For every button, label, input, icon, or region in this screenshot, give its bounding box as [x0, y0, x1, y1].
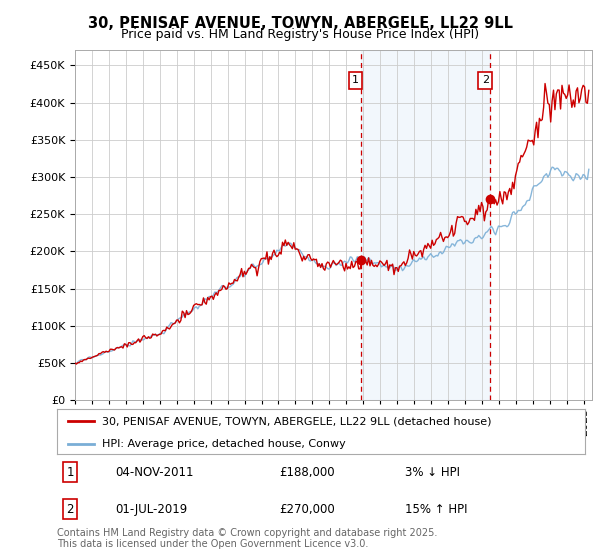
Text: 30, PENISAF AVENUE, TOWYN, ABERGELE, LL22 9LL: 30, PENISAF AVENUE, TOWYN, ABERGELE, LL2…	[88, 16, 512, 31]
Text: Contains HM Land Registry data © Crown copyright and database right 2025.
This d: Contains HM Land Registry data © Crown c…	[57, 528, 437, 549]
Text: HPI: Average price, detached house, Conwy: HPI: Average price, detached house, Conw…	[102, 438, 346, 449]
Text: 01-JUL-2019: 01-JUL-2019	[115, 502, 187, 516]
Text: Price paid vs. HM Land Registry's House Price Index (HPI): Price paid vs. HM Land Registry's House …	[121, 28, 479, 41]
Text: 1: 1	[352, 75, 359, 85]
Text: £188,000: £188,000	[279, 465, 334, 479]
Text: 04-NOV-2011: 04-NOV-2011	[115, 465, 194, 479]
Text: 2: 2	[482, 75, 489, 85]
Text: 3% ↓ HPI: 3% ↓ HPI	[406, 465, 460, 479]
Text: 30, PENISAF AVENUE, TOWYN, ABERGELE, LL22 9LL (detached house): 30, PENISAF AVENUE, TOWYN, ABERGELE, LL2…	[102, 416, 491, 426]
Text: 2: 2	[67, 502, 74, 516]
Bar	[361, 50, 490, 400]
Text: 1: 1	[67, 465, 74, 479]
Text: 15% ↑ HPI: 15% ↑ HPI	[406, 502, 468, 516]
Text: £270,000: £270,000	[279, 502, 335, 516]
